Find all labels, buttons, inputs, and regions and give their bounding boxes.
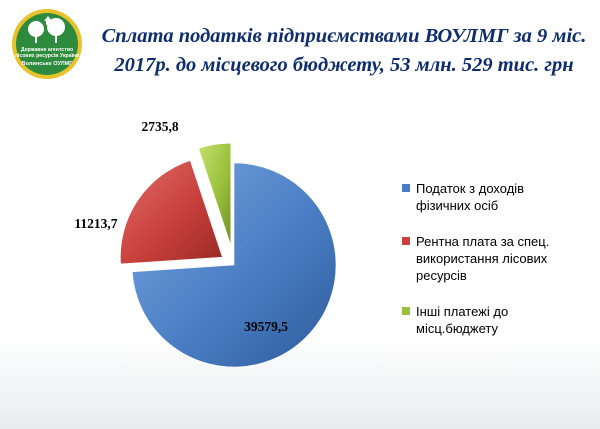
legend-swatch-red bbox=[402, 237, 410, 245]
slide-title-line-1: Сплата податків підприємствами ВОУЛМГ за… bbox=[101, 25, 587, 47]
legend-label-line: фізичних осіб bbox=[416, 198, 499, 213]
chart-legend: Податок з доходів фізичних осіб Рентна п… bbox=[402, 180, 592, 337]
data-label-income-tax: 39579,5 bbox=[244, 319, 288, 334]
legend-item-other-payments: Інші платежі до місц.бюджету bbox=[402, 303, 592, 337]
slide-title-line-2: 2017р. до місцевого бюджету, 53 млн. 529… bbox=[114, 54, 574, 76]
legend-label-line: Рентна плата за спец. bbox=[416, 234, 550, 249]
legend-label-line: ресурсів bbox=[416, 268, 467, 283]
logo-line-2: лісових ресурсів України bbox=[15, 53, 80, 59]
pie-slice-other-payments bbox=[198, 142, 232, 246]
slide-title: Сплата податків підприємствами ВОУЛМГ за… bbox=[96, 22, 592, 80]
legend-swatch-blue bbox=[402, 184, 410, 192]
data-label-other-payments: 2735,8 bbox=[141, 119, 178, 134]
legend-item-rent-fee: Рентна плата за спец. використання лісов… bbox=[402, 233, 592, 284]
logo-tree-icon bbox=[47, 18, 65, 36]
logo-tree-icon bbox=[28, 21, 44, 37]
pie-data-labels: 39579,5 11213,7 2735,8 bbox=[74, 119, 288, 334]
legend-label-line: використання лісових bbox=[416, 251, 548, 266]
logo-line-3: Волинське ОУЛМГ bbox=[22, 61, 74, 67]
legend-item-income-tax: Податок з доходів фізичних осіб bbox=[402, 180, 592, 214]
legend-label-line: Податок з доходів bbox=[416, 181, 525, 196]
pie-slice-rent-fee bbox=[120, 160, 223, 265]
agency-logo: Державне агентство лісових ресурсів Укра… bbox=[8, 7, 86, 81]
legend-label-line: Інші платежі до bbox=[416, 304, 509, 319]
trident-icon bbox=[44, 16, 52, 25]
data-label-rent-fee: 11213,7 bbox=[74, 216, 117, 231]
pie-slice-income-tax bbox=[131, 162, 337, 368]
legend-swatch-green bbox=[402, 307, 410, 315]
legend-label-line: місц.бюджету bbox=[416, 321, 498, 336]
pie-slices bbox=[120, 142, 337, 368]
logo-line-1: Державне агентство bbox=[21, 47, 73, 53]
